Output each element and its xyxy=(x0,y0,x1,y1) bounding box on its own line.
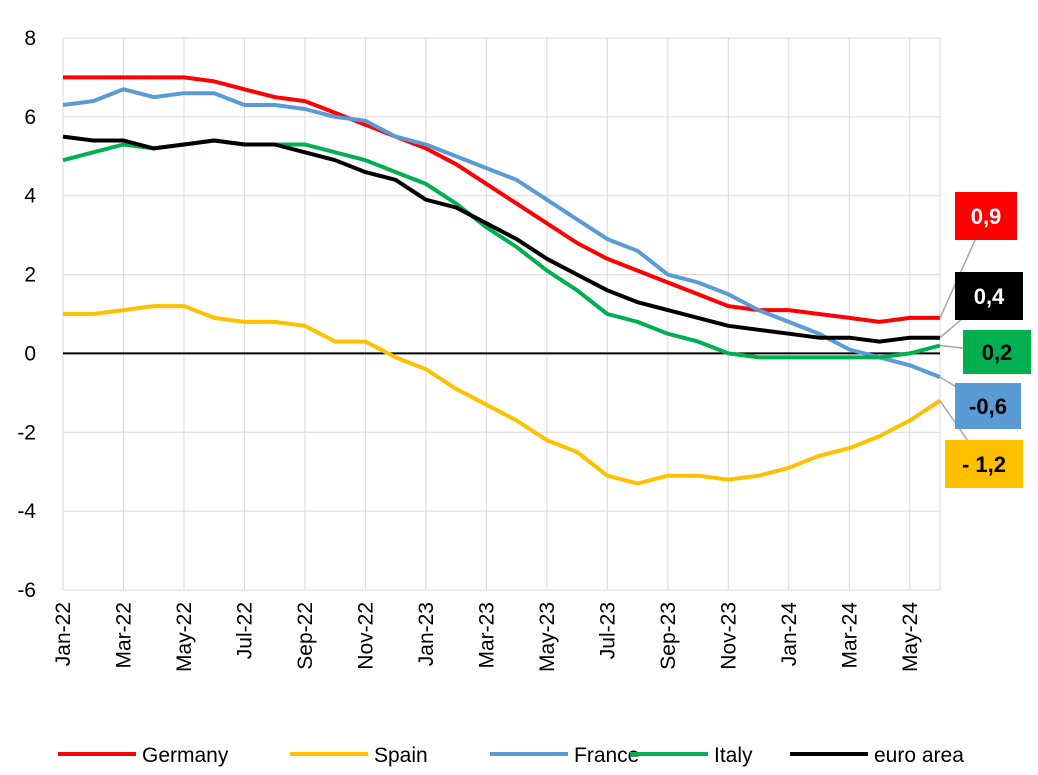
x-tick-label: Jan-23 xyxy=(415,602,438,666)
x-tick-label: Jan-22 xyxy=(52,602,75,666)
x-tick-label: Mar-22 xyxy=(112,602,135,669)
x-tick-label: Mar-24 xyxy=(838,602,861,669)
x-tick-label: Jul-22 xyxy=(233,602,256,659)
y-tick-label: 0 xyxy=(24,342,36,365)
legend-label: Spain xyxy=(374,744,428,767)
end-label-box xyxy=(945,440,1023,488)
series-line xyxy=(62,87,941,379)
x-tick-label: Nov-22 xyxy=(354,602,377,670)
x-tick-label: May-22 xyxy=(173,602,196,672)
x-tick-label: May-23 xyxy=(536,602,559,672)
x-tick-label: Jan-24 xyxy=(778,602,801,667)
end-label: 0,4 xyxy=(974,284,1005,309)
y-tick-label: -2 xyxy=(17,421,36,444)
series-line xyxy=(63,304,942,486)
series-line xyxy=(62,134,940,344)
y-tick-label: 8 xyxy=(24,27,36,50)
end-label-box xyxy=(955,192,1017,240)
x-tick-label: Nov-23 xyxy=(717,602,740,670)
y-tick-label: 2 xyxy=(24,264,36,287)
end-label-box xyxy=(955,272,1023,320)
x-tick-label: May-24 xyxy=(899,602,922,672)
x-tick-label: Sep-23 xyxy=(657,602,680,670)
end-label: 0,9 xyxy=(971,204,1002,229)
x-tick-label: Mar-23 xyxy=(475,602,498,669)
legend-label: Germany xyxy=(142,744,229,767)
y-tick-label: 4 xyxy=(24,185,36,208)
end-label-box xyxy=(963,330,1031,374)
x-tick-label: Sep-22 xyxy=(294,602,317,670)
x-tick-label: Jul-23 xyxy=(596,602,619,659)
y-tick-label: -4 xyxy=(17,500,36,523)
legend-label: Italy xyxy=(714,744,753,767)
y-tick-label: 6 xyxy=(24,106,36,129)
end-label: -0,6 xyxy=(969,394,1007,419)
y-tick-label: -6 xyxy=(17,579,36,602)
legend-label: France xyxy=(574,744,639,767)
series-line xyxy=(63,75,940,324)
legend-label: euro area xyxy=(874,744,964,767)
end-label: - 1,2 xyxy=(962,452,1006,477)
end-label-box xyxy=(955,383,1021,429)
end-label: 0,2 xyxy=(982,340,1013,365)
